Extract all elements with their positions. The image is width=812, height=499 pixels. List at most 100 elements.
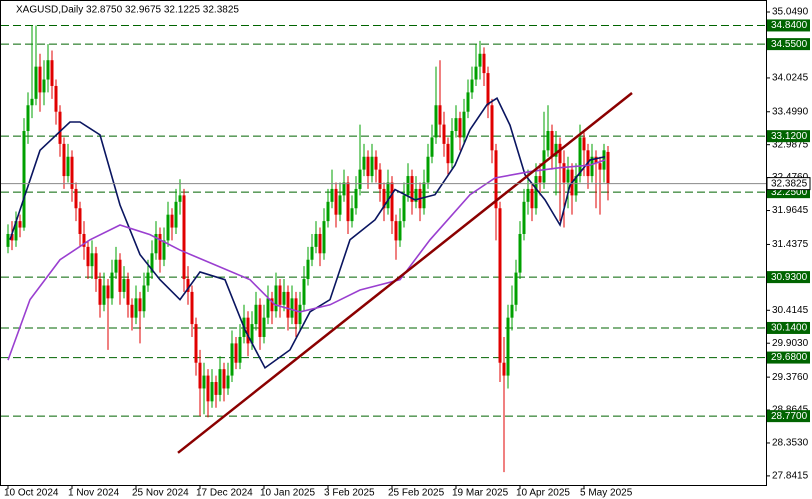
y-tick-label: 27.8415 <box>772 471 809 482</box>
candle-body <box>594 156 598 164</box>
candle-body <box>134 298 138 318</box>
candle-body <box>10 233 14 241</box>
y-tick-label: 29.3760 <box>772 372 809 383</box>
candle-body <box>470 79 474 93</box>
candle-body <box>414 188 418 202</box>
x-tick-label: 1 Nov 2024 <box>68 488 120 499</box>
candle-body <box>374 156 378 170</box>
candle-body <box>330 188 334 202</box>
candle-body <box>102 285 106 305</box>
candle-body <box>366 156 370 177</box>
candle-body <box>34 66 38 99</box>
candle-body <box>430 137 434 157</box>
candle-body <box>334 188 338 215</box>
candle-body <box>166 214 170 241</box>
candle-body <box>534 176 538 209</box>
candle-body <box>74 188 78 209</box>
candle-body <box>442 124 446 144</box>
candle-body <box>246 317 250 344</box>
candle-body <box>202 375 206 389</box>
candle-body <box>478 53 482 67</box>
candle-body <box>98 279 102 305</box>
candle-body <box>270 298 274 312</box>
candle-body <box>38 66 42 93</box>
candle-body <box>82 233 86 247</box>
level-box <box>767 38 810 51</box>
level-label: 34.8400 <box>771 20 808 31</box>
candle-body <box>126 279 130 305</box>
x-tick-label: 25 Nov 2024 <box>132 488 189 499</box>
candle-body <box>210 382 214 402</box>
y-tick-label: 30.4145 <box>772 305 809 316</box>
candle-body <box>434 105 438 138</box>
level-label: 30.1400 <box>771 323 808 334</box>
candle-body <box>362 156 366 170</box>
candle-body <box>346 182 350 222</box>
candle-body <box>282 291 286 305</box>
candle-body <box>70 156 74 189</box>
level-label: 34.5500 <box>771 39 808 50</box>
level-box <box>767 130 810 143</box>
candle-body <box>18 221 22 228</box>
x-tick-label: 3 Feb 2025 <box>324 488 375 499</box>
candle-body <box>14 221 18 241</box>
candle-body <box>386 182 390 209</box>
candle-body <box>238 336 242 363</box>
candle-body <box>462 111 466 138</box>
candle-body <box>582 137 586 151</box>
candle-body <box>454 118 458 132</box>
candle-body <box>322 221 326 254</box>
candle-body <box>154 233 158 254</box>
candle-body <box>458 118 462 138</box>
candle-body <box>562 163 566 183</box>
y-tick-label: 29.9030 <box>772 338 809 349</box>
price-label: 32.3825 <box>771 178 808 189</box>
chart-title: XAGUSD,Daily 32.8750 32.9675 32.1225 32.… <box>16 5 239 16</box>
candle-body <box>518 233 522 273</box>
candle-body <box>42 79 46 93</box>
candle-body <box>370 156 374 177</box>
candle-body <box>138 298 142 312</box>
x-tick-label: 19 Mar 2025 <box>452 488 509 499</box>
y-tick-label: 33.4990 <box>772 106 809 117</box>
candle-body <box>314 233 318 247</box>
candle-body <box>130 304 134 318</box>
candle-body <box>50 60 54 86</box>
candle-body <box>222 369 226 389</box>
x-tick-label: 25 Feb 2025 <box>388 488 445 499</box>
candle-body <box>26 105 30 132</box>
candle-body <box>290 298 294 318</box>
candle-body <box>606 151 610 184</box>
candle-body <box>490 105 494 151</box>
level-box <box>767 271 810 284</box>
candle-body <box>410 176 414 202</box>
candle-body <box>182 195 186 280</box>
candle-body <box>422 182 426 209</box>
candle-body <box>30 98 34 106</box>
candle-body <box>206 375 210 402</box>
level-box <box>767 19 810 32</box>
candle-body <box>278 285 282 305</box>
candle-body <box>558 143 562 164</box>
candle-body <box>46 60 50 80</box>
candle-body <box>114 259 118 273</box>
candle-body <box>590 156 594 177</box>
x-tick-label: 17 Dec 2024 <box>196 488 253 499</box>
candle-body <box>234 343 238 363</box>
level-label: 28.7700 <box>771 411 808 422</box>
candle-body <box>578 137 582 177</box>
candle-body <box>190 291 194 325</box>
candle-body <box>542 150 546 183</box>
candle-body <box>118 259 122 292</box>
candle-body <box>174 201 178 228</box>
candle-body <box>110 272 114 299</box>
candle-body <box>226 375 230 389</box>
candle-body <box>90 253 94 267</box>
candle-body <box>218 369 222 395</box>
candle-body <box>574 176 578 196</box>
candle-body <box>394 221 398 241</box>
candle-body <box>186 279 190 292</box>
candle-body <box>230 343 234 376</box>
moving-average <box>9 97 606 370</box>
